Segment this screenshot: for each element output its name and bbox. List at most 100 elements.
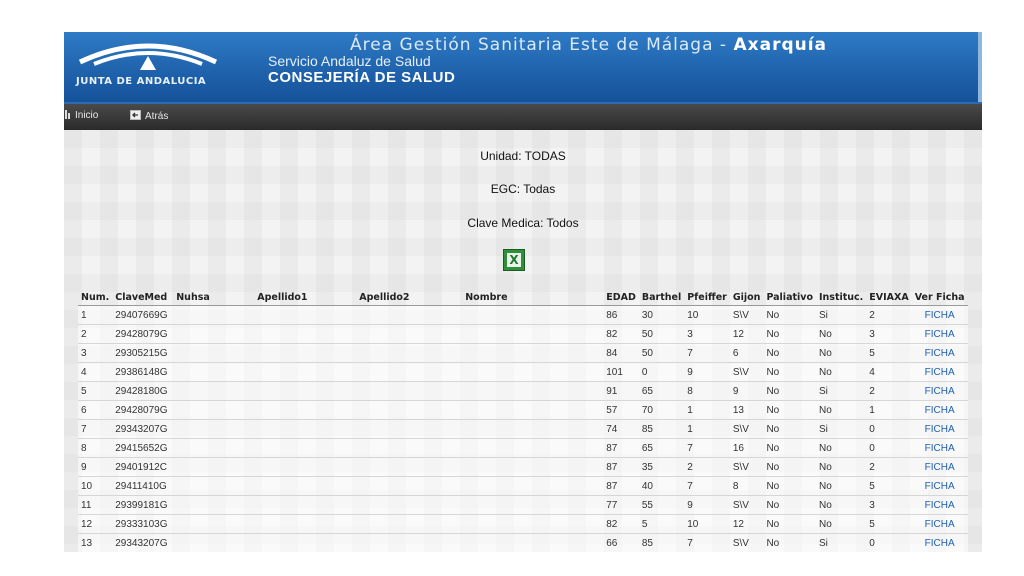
row-num: 2 bbox=[78, 324, 113, 344]
filter-unidad: Unidad: TODAS bbox=[480, 149, 566, 163]
row-clavemed: 29401912C bbox=[112, 457, 174, 477]
row-pfeiffer: 1 bbox=[684, 400, 730, 420]
row-apellido2 bbox=[356, 343, 463, 363]
table-row: 6 29428079G 57 70 1 13 No No 1 FICHA bbox=[78, 400, 968, 420]
banner-edge bbox=[978, 32, 982, 102]
row-apellido1 bbox=[254, 476, 357, 496]
row-eviaxa: 2 bbox=[866, 457, 912, 477]
row-paliativo: No bbox=[763, 419, 816, 439]
row-nombre bbox=[462, 495, 604, 515]
nav-inicio-button[interactable]: Inicio bbox=[64, 110, 98, 122]
ver-ficha-link[interactable]: FICHA bbox=[924, 423, 955, 435]
col-nuhsa: Nuhsa bbox=[173, 289, 255, 306]
ver-ficha-link[interactable]: FICHA bbox=[924, 499, 955, 511]
row-num: 7 bbox=[78, 419, 113, 439]
row-gijon: 16 bbox=[729, 438, 764, 458]
row-apellido1 bbox=[254, 362, 357, 382]
row-paliativo: No bbox=[763, 362, 816, 382]
row-nuhsa bbox=[173, 533, 255, 552]
ver-ficha-link[interactable]: FICHA bbox=[924, 347, 955, 359]
row-nombre bbox=[462, 476, 604, 496]
row-ficha: FICHA bbox=[911, 457, 968, 477]
row-ficha: FICHA bbox=[911, 381, 968, 401]
row-apellido1 bbox=[254, 400, 357, 420]
ver-ficha-link[interactable]: FICHA bbox=[924, 442, 955, 454]
row-apellido1 bbox=[254, 438, 357, 458]
ver-ficha-link[interactable]: FICHA bbox=[924, 461, 955, 473]
ver-ficha-link[interactable]: FICHA bbox=[924, 518, 955, 530]
ver-ficha-link[interactable]: FICHA bbox=[924, 366, 955, 378]
row-nuhsa bbox=[173, 476, 255, 496]
row-barthel: 65 bbox=[638, 438, 685, 458]
row-ficha: FICHA bbox=[911, 324, 968, 344]
export-excel-button[interactable]: X bbox=[503, 249, 525, 271]
row-nuhsa bbox=[173, 438, 255, 458]
row-pfeiffer: 7 bbox=[684, 343, 730, 363]
row-barthel: 40 bbox=[638, 476, 685, 496]
table-body: 1 29407669G 86 30 10 S\V No Si 2 FICHA 2 29428079G 8… bbox=[78, 305, 968, 552]
row-apellido2 bbox=[356, 362, 463, 382]
ver-ficha-link[interactable]: FICHA bbox=[924, 404, 955, 416]
ver-ficha-link[interactable]: FICHA bbox=[924, 385, 955, 397]
row-instituc: Si bbox=[816, 419, 867, 439]
row-gijon: 6 bbox=[729, 343, 764, 363]
row-gijon: 9 bbox=[729, 381, 764, 401]
table-row: 13 29343207G 66 85 7 S\V No Si 0 FICHA bbox=[78, 533, 968, 552]
row-nombre bbox=[462, 419, 604, 439]
nav-atras-button[interactable]: Atrás bbox=[130, 110, 168, 123]
row-apellido2 bbox=[356, 495, 463, 515]
row-instituc: No bbox=[816, 438, 867, 458]
ver-ficha-link[interactable]: FICHA bbox=[924, 480, 955, 492]
row-apellido2 bbox=[356, 381, 463, 401]
row-num: 12 bbox=[78, 514, 113, 534]
col-apellido2: Apellido2 bbox=[356, 289, 463, 306]
row-clavemed: 29399181G bbox=[112, 495, 174, 515]
row-barthel: 65 bbox=[638, 381, 685, 401]
row-eviaxa: 3 bbox=[866, 324, 912, 344]
row-nuhsa bbox=[173, 400, 255, 420]
ver-ficha-link[interactable]: FICHA bbox=[924, 328, 955, 340]
row-nuhsa bbox=[173, 305, 255, 325]
row-ficha: FICHA bbox=[911, 533, 968, 552]
table-row: 11 29399181G 77 55 9 S\V No No 3 FICHA bbox=[78, 495, 968, 515]
ver-ficha-link[interactable]: FICHA bbox=[924, 537, 955, 549]
area-title-prefix: Área Gestión Sanitaria Este de Málaga - bbox=[350, 35, 734, 55]
row-clavemed: 29411410G bbox=[112, 476, 174, 496]
row-paliativo: No bbox=[763, 400, 816, 420]
patients-table: Num. ClaveMed Nuhsa Apellido1 Apellido2 … bbox=[78, 289, 968, 552]
nav-bar: Inicio Atrás bbox=[64, 104, 982, 130]
row-clavemed: 29333103G bbox=[112, 514, 174, 534]
row-apellido2 bbox=[356, 457, 463, 477]
row-paliativo: No bbox=[763, 533, 816, 552]
row-paliativo: No bbox=[763, 457, 816, 477]
row-barthel: 55 bbox=[638, 495, 685, 515]
row-clavemed: 29428079G bbox=[112, 400, 174, 420]
row-apellido2 bbox=[356, 419, 463, 439]
row-instituc: Si bbox=[816, 381, 867, 401]
row-barthel: 50 bbox=[638, 324, 685, 344]
row-instituc: No bbox=[816, 495, 867, 515]
row-pfeiffer: 1 bbox=[684, 419, 730, 439]
row-eviaxa: 4 bbox=[866, 362, 912, 382]
table-row: 8 29415652G 87 65 7 16 No No 0 FICHA bbox=[78, 438, 968, 458]
nav-inicio-label: Inicio bbox=[75, 110, 99, 121]
row-instituc: No bbox=[816, 514, 867, 534]
row-pfeiffer: 10 bbox=[684, 305, 730, 325]
row-apellido1 bbox=[254, 381, 357, 401]
ver-ficha-link[interactable]: FICHA bbox=[924, 309, 955, 321]
row-num: 5 bbox=[78, 381, 113, 401]
col-ver-ficha: Ver Ficha bbox=[911, 289, 968, 306]
row-apellido1 bbox=[254, 419, 357, 439]
row-clavemed: 29415652G bbox=[112, 438, 174, 458]
row-eviaxa: 5 bbox=[866, 343, 912, 363]
row-gijon: 12 bbox=[729, 324, 764, 344]
row-num: 10 bbox=[78, 476, 113, 496]
row-eviaxa: 2 bbox=[866, 305, 912, 325]
row-nuhsa bbox=[173, 419, 255, 439]
row-clavemed: 29428180G bbox=[112, 381, 174, 401]
filter-clave-medica: Clave Medica: Todos bbox=[467, 216, 579, 230]
area-title-bold: Axarquía bbox=[733, 35, 828, 55]
row-nuhsa bbox=[173, 457, 255, 477]
row-paliativo: No bbox=[763, 324, 816, 344]
row-pfeiffer: 9 bbox=[684, 495, 730, 515]
